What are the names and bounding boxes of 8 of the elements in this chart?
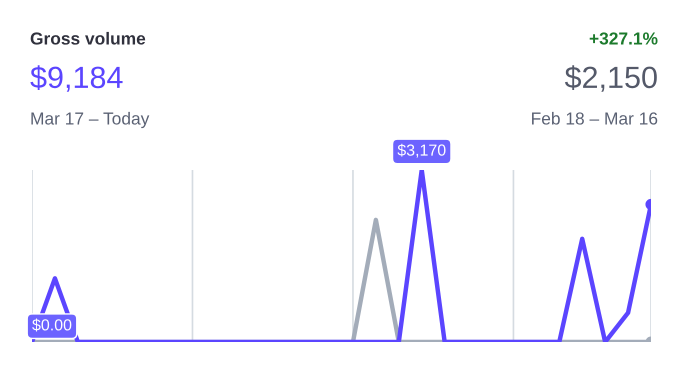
text: $2,150 [564,65,657,92]
text: +327.1% [590,32,658,45]
text: $9,184 [30,65,123,92]
annotation: $3,170 [397,144,446,158]
annotation: $0.00 [32,318,72,332]
chart-title: Gross volume [30,32,146,45]
text: Feb 18 – Mar 16 [532,112,658,125]
text: Mar 17 – Today [31,112,150,128]
